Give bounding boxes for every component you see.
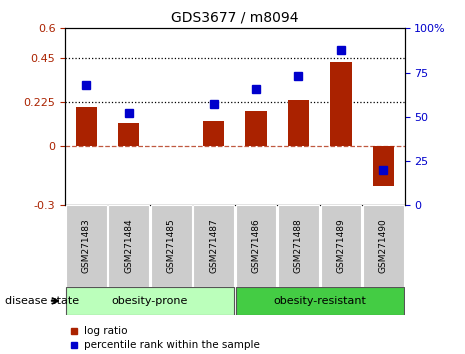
FancyBboxPatch shape	[236, 205, 276, 287]
Title: GDS3677 / m8094: GDS3677 / m8094	[171, 10, 299, 24]
FancyBboxPatch shape	[320, 205, 361, 287]
Text: GSM271484: GSM271484	[124, 219, 133, 273]
Text: GSM271486: GSM271486	[252, 219, 260, 273]
Text: GSM271488: GSM271488	[294, 219, 303, 273]
Bar	[203, 121, 224, 146]
Text: GSM271483: GSM271483	[82, 219, 91, 273]
Bar	[330, 62, 352, 146]
Bar	[118, 123, 140, 146]
Text: GSM271485: GSM271485	[166, 219, 176, 273]
Text: log ratio: log ratio	[84, 326, 127, 336]
Bar	[246, 111, 266, 146]
FancyBboxPatch shape	[66, 287, 234, 315]
FancyBboxPatch shape	[236, 287, 404, 315]
Bar	[76, 107, 97, 146]
Text: disease state: disease state	[5, 296, 79, 306]
Bar	[373, 146, 394, 185]
Text: percentile rank within the sample: percentile rank within the sample	[84, 340, 259, 350]
FancyBboxPatch shape	[363, 205, 404, 287]
FancyBboxPatch shape	[151, 205, 192, 287]
FancyBboxPatch shape	[278, 205, 319, 287]
Text: obesity-resistant: obesity-resistant	[273, 296, 366, 306]
Text: GSM271490: GSM271490	[379, 219, 388, 273]
FancyBboxPatch shape	[193, 205, 234, 287]
Text: GSM271487: GSM271487	[209, 219, 218, 273]
Bar	[288, 100, 309, 146]
FancyBboxPatch shape	[108, 205, 149, 287]
Text: obesity-prone: obesity-prone	[112, 296, 188, 306]
Text: GSM271489: GSM271489	[336, 219, 345, 273]
FancyBboxPatch shape	[66, 205, 106, 287]
